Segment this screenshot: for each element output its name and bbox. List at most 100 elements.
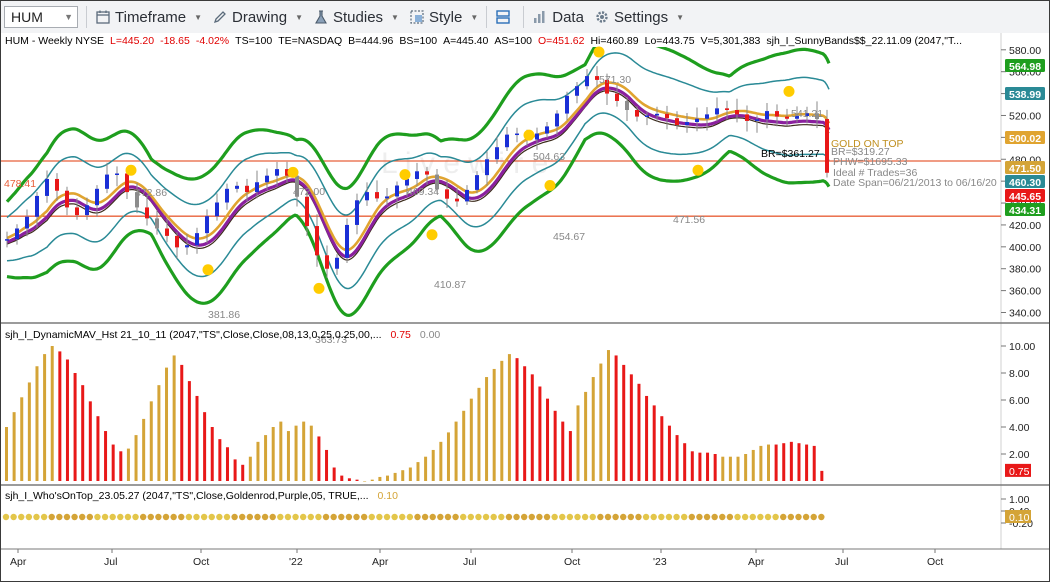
histogram-bar: [386, 475, 389, 481]
drawing-button[interactable]: Drawing ▼: [207, 4, 308, 30]
histogram-bar: [370, 479, 374, 481]
annotation-label: 472.00: [293, 186, 325, 198]
timeframe-label: Timeframe: [115, 8, 187, 26]
histogram-bar: [271, 427, 275, 481]
time-tick-label: Jul: [463, 556, 476, 568]
candle-body: [355, 200, 359, 225]
style-button[interactable]: Style ▼: [404, 4, 483, 30]
candle-body: [635, 110, 639, 117]
timeframe-icon: [95, 9, 111, 25]
histogram-bar: [614, 355, 618, 481]
annotation-label: Ideal # Trades=36: [833, 167, 918, 179]
toolbar-divider: [486, 6, 488, 28]
wot-dot: [284, 513, 292, 521]
data-icon: [532, 9, 548, 25]
settings-button[interactable]: Settings ▼: [589, 4, 689, 30]
histogram-bar: [805, 444, 809, 481]
candle-body: [765, 111, 769, 120]
histogram-bar: [65, 359, 69, 481]
time-axis: Apr Jul Oct '22 Apr Jul Oct '23 Apr Jul Oct: [10, 549, 943, 568]
gear-icon: [594, 9, 610, 25]
header-field: V=5,301,383: [701, 35, 761, 47]
wot-dot: [40, 513, 48, 521]
histogram-bar: [294, 425, 298, 481]
candle-body: [85, 205, 89, 216]
symbol-input[interactable]: HUM ▼: [4, 6, 78, 28]
wot-dot: [162, 513, 170, 521]
histogram-bar: [203, 412, 207, 481]
wot-dot: [528, 513, 535, 521]
histogram-tick-label: 8.00: [1009, 368, 1030, 380]
wot-dot: [680, 513, 688, 521]
candle-body: [375, 192, 379, 199]
pivot-marker: [783, 85, 795, 97]
pivot-marker: [692, 164, 704, 176]
candle-body: [785, 116, 789, 119]
wot-dot: [612, 513, 619, 521]
candle-body: [575, 86, 579, 96]
histogram-bar: [248, 456, 252, 481]
histogram-bar: [5, 427, 8, 481]
panels-button[interactable]: [490, 4, 520, 30]
candle-body: [185, 245, 189, 248]
histogram-bar: [629, 374, 633, 481]
data-button[interactable]: Data: [527, 4, 589, 30]
candle-body: [825, 119, 829, 173]
wot-last-label: 0.10: [1009, 512, 1030, 524]
pivot-marker: [202, 264, 214, 276]
whos-on-top-dots: [2, 513, 825, 521]
candle-body: [225, 188, 229, 203]
histogram-bar: [584, 391, 588, 481]
chevron-down-icon[interactable]: ▼: [64, 12, 73, 22]
candle-body: [415, 171, 419, 179]
candle-body: [555, 113, 559, 127]
time-tick-label: Apr: [372, 556, 389, 568]
histogram-bar: [393, 472, 397, 481]
histogram-bars: [5, 346, 824, 482]
wot-dot: [307, 513, 314, 521]
candle-body: [445, 189, 449, 199]
whos-on-top-axis: 1.000.40-0.200.10: [1001, 494, 1033, 530]
price-label-text: 471.50: [1009, 163, 1041, 175]
histogram-title: sjh_I_DynamicMAV_Hst 21_10_11 (2047,"TS"…: [5, 329, 440, 341]
price-label-box: [1005, 131, 1045, 144]
histogram-bar: [187, 381, 191, 481]
candle-body: [615, 93, 619, 101]
candle-body: [675, 118, 679, 126]
histogram-bar: [462, 410, 466, 481]
candle-body: [295, 175, 299, 197]
candle-body: [345, 224, 349, 258]
wot-dot: [391, 513, 398, 521]
candle-body: [795, 116, 799, 119]
wot-dot: [620, 513, 627, 521]
timeframe-button[interactable]: Timeframe ▼: [90, 4, 207, 30]
candle-body: [505, 134, 509, 148]
pivot-marker: [125, 164, 137, 176]
wot-dot: [383, 513, 391, 521]
price-label-text: 538.99: [1009, 89, 1041, 101]
chevron-down-icon: ▼: [295, 12, 303, 22]
wot-dot: [719, 513, 726, 521]
histogram-bar: [210, 427, 214, 481]
wot-dot: [299, 513, 307, 521]
candle-body: [725, 108, 729, 111]
wot-dot: [109, 513, 116, 521]
candle-body: [775, 111, 779, 117]
wot-dot: [170, 513, 177, 521]
annotation-label: 471.56: [673, 214, 705, 226]
price-label-text: 460.30: [1009, 177, 1041, 189]
candlestick-series: [5, 66, 829, 278]
wot-dot: [749, 513, 756, 521]
histogram-bar: [424, 456, 428, 481]
style-label: Style: [428, 8, 463, 26]
studies-button[interactable]: Studies ▼: [308, 4, 404, 30]
chart-area[interactable]: HUM - Weekly NYSE L=445.20 -18.65 -4.02% TS=…: [1, 33, 1049, 581]
histogram-bar: [439, 441, 443, 481]
header-field: TS=100: [235, 35, 272, 47]
histogram-tick-label: 6.00: [1009, 395, 1030, 407]
time-tick-label: Jul: [104, 556, 117, 568]
wot-dot: [315, 513, 322, 521]
wot-dot: [460, 513, 467, 521]
wot-dot: [795, 513, 802, 521]
time-tick-label: Apr: [748, 556, 765, 568]
